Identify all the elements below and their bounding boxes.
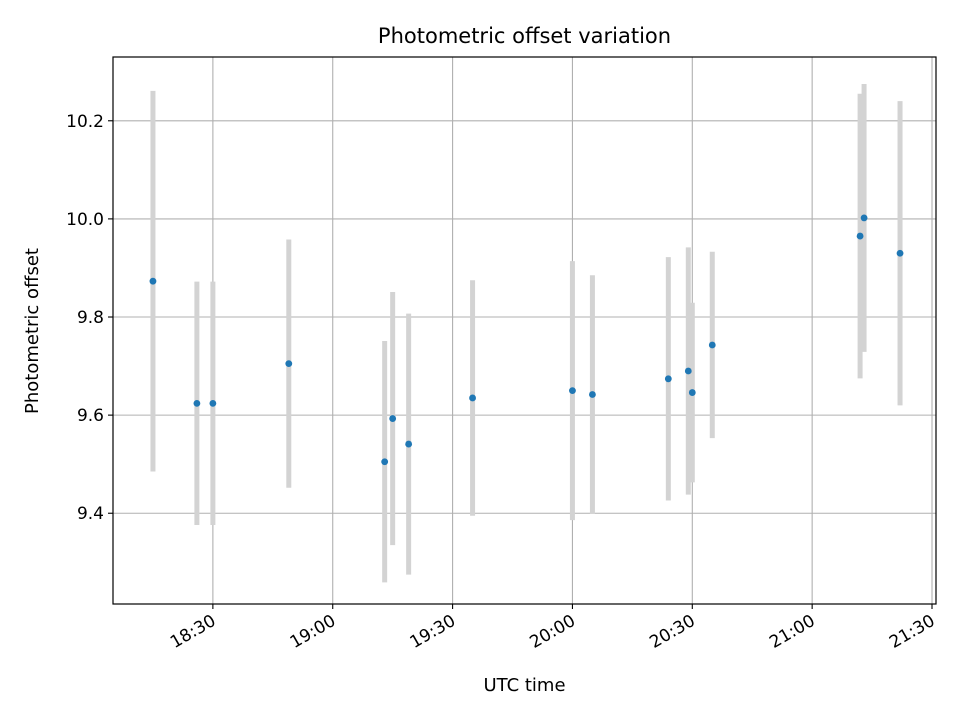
data-point-13 (688, 389, 696, 396)
data-point-7 (405, 440, 413, 448)
data-point-6 (389, 415, 397, 422)
data-point-1 (149, 277, 157, 285)
data-point-4 (285, 360, 293, 368)
data-point-8 (469, 394, 476, 402)
data-point-3 (209, 399, 217, 407)
y-tick-label: 10.0 (66, 210, 104, 230)
plot-frame (112, 56, 937, 605)
data-points (149, 214, 904, 466)
y-axis: 9.4 9.6 9.8 10.0 10.2 (66, 112, 113, 524)
data-point-16 (860, 214, 868, 222)
data-point-12 (684, 367, 692, 375)
data-point-9 (569, 387, 576, 394)
data-point-5 (381, 458, 389, 466)
y-tick-label: 9.8 (77, 308, 104, 328)
data-point-17 (896, 249, 904, 257)
chart-title: Photometric offset variation (378, 24, 671, 48)
data-point-15 (856, 232, 864, 240)
y-tick-label: 9.6 (77, 406, 104, 426)
data-point-11 (664, 375, 672, 383)
y-tick-label: 9.4 (77, 504, 104, 524)
data-point-14 (708, 341, 716, 349)
y-axis-label: Photometric offset (22, 248, 43, 414)
y-tick-label: 10.2 (66, 112, 104, 132)
data-point-10 (589, 391, 596, 398)
x-axis-label: UTC time (483, 675, 565, 696)
data-point-2 (193, 399, 201, 407)
